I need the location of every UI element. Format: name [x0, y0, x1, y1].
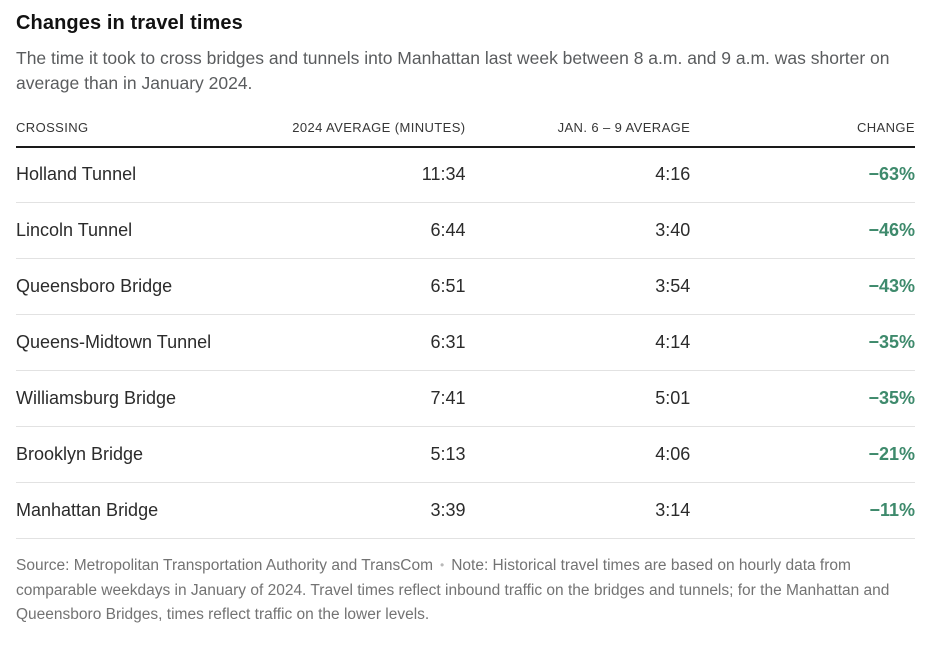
jan-avg-cell: 4:14: [465, 314, 691, 372]
avg-2024-cell: 7:41: [240, 370, 466, 428]
change-cell: −11%: [690, 482, 915, 540]
change-cell: −21%: [690, 426, 915, 484]
table-header: CROSSING 2024 AVERAGE (MINUTES) JAN. 6 –…: [16, 119, 915, 148]
travel-times-table: CROSSING 2024 AVERAGE (MINUTES) JAN. 6 –…: [16, 119, 915, 540]
note-text: Note: Historical travel times are based …: [16, 557, 890, 624]
column-header-change: CHANGE: [690, 119, 915, 148]
crossing-cell: Queens-Midtown Tunnel: [16, 314, 241, 372]
jan-avg-cell: 4:06: [465, 426, 691, 484]
change-cell: −63%: [690, 146, 915, 204]
source-text: Source: Metropolitan Transportation Auth…: [16, 557, 433, 575]
jan-avg-cell: 4:16: [465, 146, 691, 204]
change-cell: −35%: [690, 370, 915, 428]
column-header-jan-average: JAN. 6 – 9 AVERAGE: [465, 119, 691, 148]
table-row: Holland Tunnel 11:34 4:16 −63%: [16, 146, 915, 204]
column-header-2024-average: 2024 AVERAGE (MINUTES): [240, 119, 466, 148]
jan-avg-cell: 3:54: [465, 258, 691, 316]
crossing-cell: Lincoln Tunnel: [16, 202, 241, 260]
jan-avg-cell: 3:40: [465, 202, 691, 260]
change-cell: −35%: [690, 314, 915, 372]
subtitle: The time it took to cross bridges and tu…: [16, 48, 890, 93]
table-row: Williamsburg Bridge 7:41 5:01 −35%: [16, 370, 915, 428]
avg-2024-cell: 3:39: [240, 482, 466, 540]
table-row: Manhattan Bridge 3:39 3:14 −11%: [16, 482, 915, 540]
avg-2024-cell: 6:31: [240, 314, 466, 372]
crossing-cell: Holland Tunnel: [16, 146, 241, 204]
avg-2024-cell: 5:13: [240, 426, 466, 484]
table-row: Brooklyn Bridge 5:13 4:06 −21%: [16, 426, 915, 484]
dot-separator-icon: •: [440, 558, 445, 573]
crossing-cell: Queensboro Bridge: [16, 258, 241, 316]
table-row: Lincoln Tunnel 6:44 3:40 −46%: [16, 202, 915, 260]
change-cell: −46%: [690, 202, 915, 260]
column-header-crossing: CROSSING: [16, 119, 241, 148]
avg-2024-cell: 6:44: [240, 202, 466, 260]
jan-avg-cell: 3:14: [465, 482, 691, 540]
change-cell: −43%: [690, 258, 915, 316]
page-title: Changes in travel times: [16, 12, 243, 34]
table-body: Holland Tunnel 11:34 4:16 −63% Lincoln T…: [16, 146, 915, 540]
table-row: Queens-Midtown Tunnel 6:31 4:14 −35%: [16, 314, 915, 372]
crossing-cell: Manhattan Bridge: [16, 482, 241, 540]
crossing-cell: Williamsburg Bridge: [16, 370, 241, 428]
crossing-cell: Brooklyn Bridge: [16, 426, 241, 484]
table-header-row: CROSSING 2024 AVERAGE (MINUTES) JAN. 6 –…: [16, 119, 915, 148]
table-row: Queensboro Bridge 6:51 3:54 −43%: [16, 258, 915, 316]
avg-2024-cell: 11:34: [240, 146, 466, 204]
avg-2024-cell: 6:51: [240, 258, 466, 316]
source-note: Source: Metropolitan Transportation Auth…: [16, 554, 915, 627]
jan-avg-cell: 5:01: [465, 370, 691, 428]
